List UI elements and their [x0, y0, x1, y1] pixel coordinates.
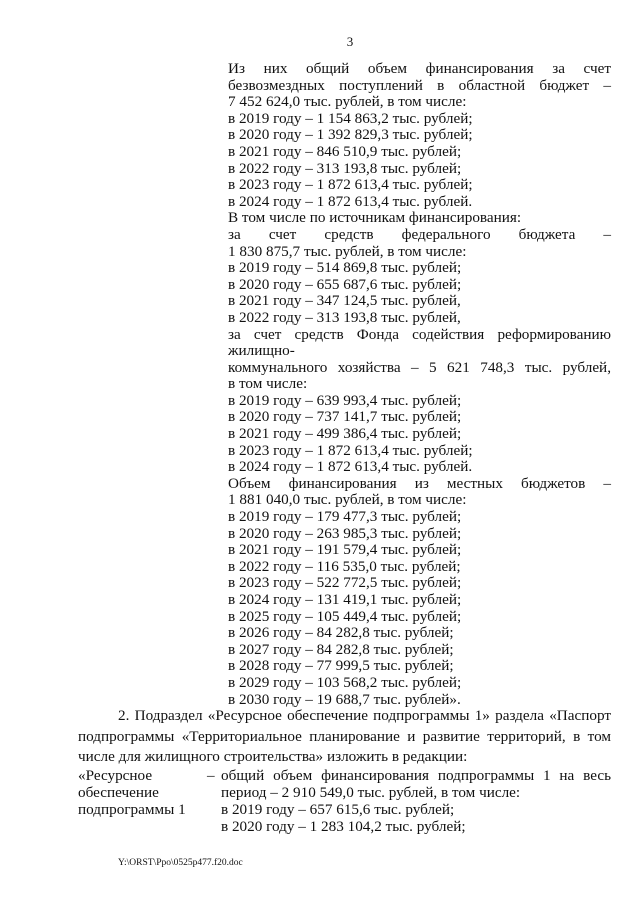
text-line: безвозмездных поступлений в областной бю…	[228, 76, 611, 94]
text-line: в 2019 году – 657 615,6 тыс. рублей;	[221, 801, 455, 818]
text-line: в 2023 году – 522 772,5 тыс. рублей;	[228, 574, 462, 592]
funding-text-block: Из них общий объем финансирования за сче…	[228, 60, 611, 708]
section-2-paragraph: 2. Подраздел «Ресурсное обеспечение подп…	[78, 706, 611, 768]
text-line: в 2022 году – 313 193,8 тыс. рублей,	[228, 308, 461, 326]
text-line: в 2020 году – 1 283 104,2 тыс. рублей;	[221, 818, 466, 835]
text-line: в 2021 году – 846 510,9 тыс. рублей;	[228, 142, 462, 160]
text-line: в 2021 году – 191 579,4 тыс. рублей;	[228, 541, 462, 559]
text-line: в 2030 году – 19 688,7 тыс. рублей».	[228, 690, 461, 708]
text-line: коммунального хозяйства – 5 621 748,3 ты…	[228, 358, 611, 376]
text-line: в 2020 году – 1 392 829,3 тыс. рублей;	[228, 126, 473, 144]
text-line: общий объем финансирования подпрограммы …	[221, 767, 611, 784]
text-line: в 2024 году – 131 419,1 тыс. рублей;	[228, 591, 462, 608]
text-line: в 2019 году – 514 869,8 тыс. рублей;	[228, 259, 462, 277]
text-line: в 2021 году – 347 124,5 тыс. рублей,	[228, 292, 461, 310]
text-line: в 2020 году – 737 141,7 тыс. рублей;	[228, 408, 462, 426]
text-line: в 2021 году – 499 386,4 тыс. рублей;	[228, 425, 462, 443]
footer-file-path: Y:\ORST\Ppo\0525p477.f20.doc	[118, 858, 243, 868]
text-line: подпрограммы «Территориальное планирован…	[78, 727, 611, 745]
text-line: в 2022 году – 313 193,8 тыс. рублей;	[228, 159, 462, 177]
text-line: в 2022 году – 116 535,0 тыс. рублей;	[228, 557, 461, 575]
text-line: за счет средств Фонда содействия реформи…	[228, 325, 611, 360]
text-line: в 2029 году – 103 568,2 тыс. рублей;	[228, 673, 462, 691]
text-line: в 2019 году – 1 154 863,2 тыс. рублей;	[228, 109, 473, 127]
text-line: обеспечение	[78, 784, 159, 801]
table-dash: –	[207, 767, 215, 784]
text-line: период – 2 910 549,0 тыс. рублей, в том …	[221, 784, 521, 801]
text-line: Из них общий объем финансирования за сче…	[228, 60, 611, 77]
text-line: в 2020 году – 263 985,3 тыс. рублей;	[228, 524, 462, 542]
text-line: 2. Подраздел «Ресурсное обеспечение подп…	[118, 707, 611, 724]
table-label-cell: «Ресурсное обеспечение подпрограммы 1	[78, 767, 203, 818]
text-line: в 2023 году – 1 872 613,4 тыс. рублей;	[228, 176, 473, 194]
text-line: 1 830 875,7 тыс. рублей, в том числе:	[228, 242, 467, 260]
text-line: в 2023 году – 1 872 613,4 тыс. рублей;	[228, 441, 473, 459]
text-line: в 2027 году – 84 282,8 тыс. рублей;	[228, 640, 454, 658]
text-line: в 2024 году – 1 872 613,4 тыс. рублей.	[228, 458, 473, 476]
text-line: в 2024 году – 1 872 613,4 тыс. рублей.	[228, 192, 473, 210]
text-line: в том числе:	[228, 375, 308, 393]
text-line: «Ресурсное	[78, 767, 153, 784]
text-line: в 2028 году – 77 999,5 тыс. рублей;	[228, 657, 454, 675]
text-line: 1 881 040,0 тыс. рублей, в том числе:	[228, 491, 467, 509]
text-line: в 2020 году – 655 687,6 тыс. рублей;	[228, 275, 462, 293]
text-line: 7 452 624,0 тыс. рублей, в том числе:	[228, 93, 467, 111]
text-line: подпрограммы 1	[78, 801, 186, 818]
table-value-cell: общий объем финансирования подпрограммы …	[221, 767, 611, 835]
text-line: в 2019 году – 639 993,4 тыс. рублей;	[228, 391, 462, 409]
text-line: В том числе по источникам финансирования…	[228, 209, 522, 227]
text-line: числе для жилищного строительства» излож…	[78, 748, 468, 765]
text-line: в 2025 году – 105 449,4 тыс. рублей;	[228, 607, 462, 625]
page-number: 3	[346, 34, 354, 49]
text-line: Объем финансирования из местных бюджетов…	[228, 474, 611, 492]
text-line: в 2026 году – 84 282,8 тыс. рублей;	[228, 624, 454, 642]
text-line: за счет средств федерального бюджета –	[228, 225, 611, 243]
text-line: в 2019 году – 179 477,3 тыс. рублей;	[228, 508, 462, 526]
